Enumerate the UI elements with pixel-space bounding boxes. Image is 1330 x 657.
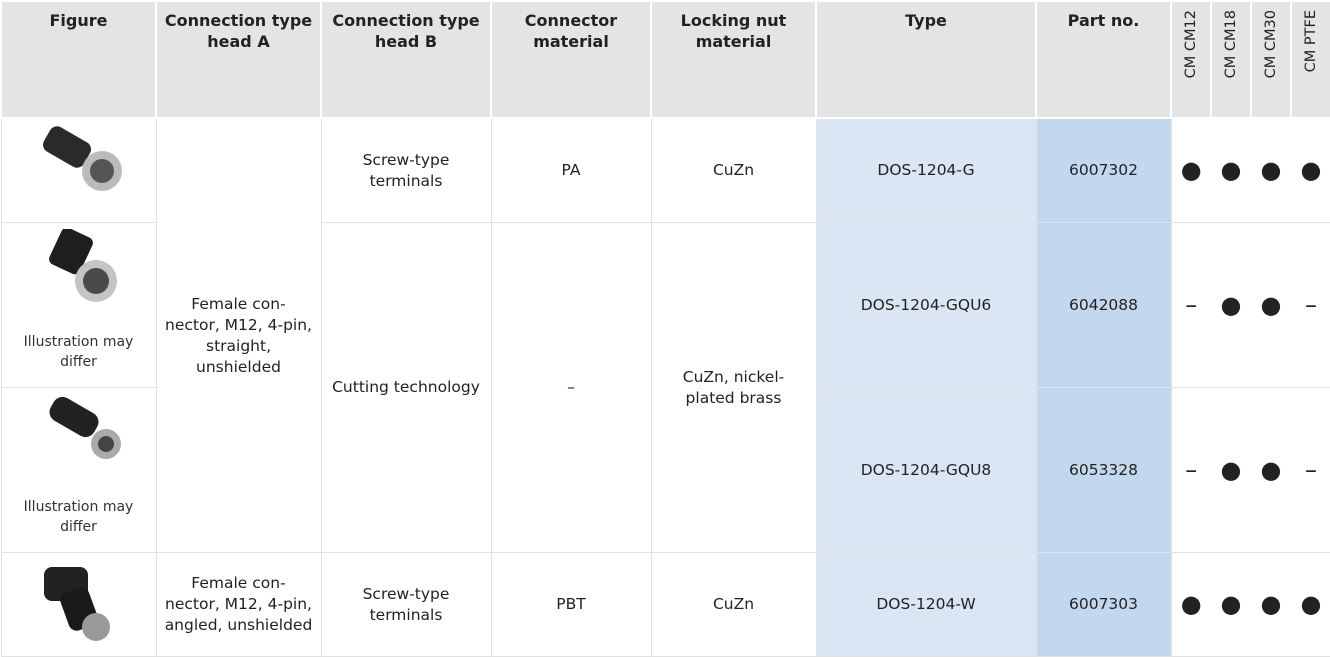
locking-nut-material: CuZn	[650, 552, 817, 657]
header-row: Figure Connection type head A Connection t…	[0, 0, 1330, 119]
compatibility: ●	[1211, 222, 1251, 388]
column-header: CM CM18	[1210, 0, 1252, 119]
column-header: Part no.	[1035, 0, 1172, 119]
type: DOS-1204-GQU8	[815, 387, 1037, 553]
locking-nut-material: CuZn	[650, 117, 817, 223]
column-header: Locking nut material	[650, 0, 817, 119]
compatibility: –	[1170, 387, 1211, 553]
compatibility: ●	[1251, 387, 1291, 553]
part-no: 6007303	[1035, 552, 1172, 657]
part-no: 6007302	[1035, 117, 1172, 223]
figure-cell	[0, 117, 157, 223]
figure-caption: Illustration may differ	[23, 499, 134, 535]
compatibility: ●	[1211, 552, 1251, 657]
part-no: 6042088	[1035, 222, 1172, 388]
type: DOS-1204-W	[815, 552, 1037, 657]
column-header: Connector material	[490, 0, 652, 119]
column-header: Connection type head B	[320, 0, 492, 119]
product-image	[43, 567, 110, 641]
figure-cell: Illustration may differ	[0, 222, 157, 388]
product-image	[48, 227, 117, 302]
product-image	[49, 396, 121, 459]
column-header: CM CM12	[1170, 0, 1212, 119]
head-b: Cutting technology	[320, 222, 492, 553]
connector-material: PA	[490, 117, 652, 223]
body-row: Female con-nector, M12, 4-pin, straight,…	[0, 117, 1330, 553]
head-a: Female con-nector, M12, 4-pin, angled, u…	[155, 552, 322, 657]
compatibility: ●	[1251, 222, 1291, 388]
column-header-text: CM PTFE	[1302, 10, 1319, 73]
column-header-text: CM CM30	[1262, 10, 1279, 79]
figure-caption: Illustration may differ	[23, 334, 134, 370]
head-b: Screw-type terminals	[320, 552, 492, 657]
compatibility: ●	[1291, 117, 1330, 223]
head-a: Female con-nector, M12, 4-pin, straight,…	[155, 117, 322, 553]
compatibility: ●	[1211, 117, 1251, 223]
type: DOS-1204-G	[815, 117, 1037, 223]
part-no: 6053328	[1035, 387, 1172, 553]
column-header: Connection type head A	[155, 0, 322, 119]
figure-cell: Illustration may differ	[0, 387, 157, 553]
body-row: Illustration may differ Cutting technolog…	[0, 222, 1330, 553]
compatibility: –	[1170, 222, 1211, 388]
compatibility: ●	[1170, 552, 1211, 657]
column-header: CM PTFE	[1290, 0, 1330, 119]
compatibility: ●	[1211, 387, 1251, 553]
type: DOS-1204-GQU6	[815, 222, 1037, 388]
compatibility: –	[1291, 222, 1330, 388]
compatibility: ●	[1170, 117, 1211, 223]
compatibility: –	[1291, 387, 1330, 553]
column-header: Type	[815, 0, 1037, 119]
column-header: Figure	[0, 0, 157, 119]
product-image	[42, 126, 122, 191]
column-header: CM CM30	[1250, 0, 1292, 119]
connector-material: PBT	[490, 552, 652, 657]
compatibility: ●	[1291, 552, 1330, 657]
column-header-text: CM CM18	[1222, 10, 1239, 79]
body-row: Illustration may differ DOS-1204-GQU8 6053…	[0, 387, 1330, 553]
head-b: Screw-type terminals	[320, 117, 492, 223]
figure-cell	[0, 552, 157, 657]
locking-nut-material: CuZn, nickel-plated brass	[650, 222, 817, 553]
column-header-text: CM CM12	[1182, 10, 1199, 79]
connector-material: –	[490, 222, 652, 553]
compatibility: ●	[1251, 552, 1291, 657]
compatibility: ●	[1251, 117, 1291, 223]
body-row: Female con-nector, M12, 4-pin, angled, u…	[0, 552, 1330, 657]
